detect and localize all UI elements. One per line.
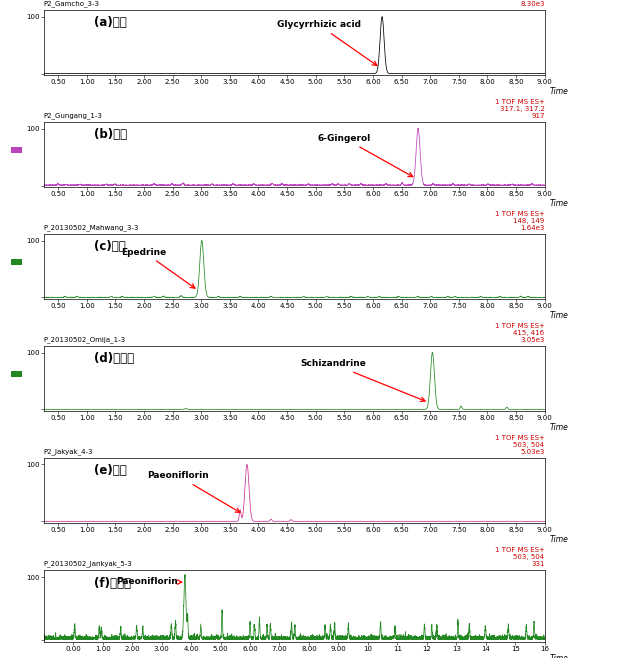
Text: 1 TOF MS ES+
317.1, 317.2
917: 1 TOF MS ES+ 317.1, 317.2 917 (495, 99, 545, 119)
Text: (a)감초: (a)감초 (94, 16, 126, 30)
Text: Schizandrine: Schizandrine (300, 359, 425, 401)
Text: Time: Time (550, 199, 568, 208)
Text: 1 TOF MS ES+
503, 504
5.03e3: 1 TOF MS ES+ 503, 504 5.03e3 (495, 435, 545, 455)
Text: Time: Time (550, 423, 568, 432)
Text: Epedrine: Epedrine (121, 247, 195, 288)
Text: P_20130502_Jankyak_5-3: P_20130502_Jankyak_5-3 (44, 560, 133, 567)
Text: (d)오미자: (d)오미자 (94, 352, 134, 365)
Text: P2_Gungang_1-3: P2_Gungang_1-3 (44, 113, 103, 119)
Bar (11, 370, 23, 377)
Bar (11, 147, 23, 153)
Text: (f)전작약: (f)전작약 (94, 577, 131, 590)
Text: Time: Time (550, 655, 568, 658)
Text: (e)작약: (e)작약 (94, 464, 126, 477)
Text: (c)마황: (c)마황 (94, 240, 126, 253)
Text: 1 TOF MS ES+
823, 824
8.30e3: 1 TOF MS ES+ 823, 824 8.30e3 (495, 0, 545, 7)
Text: Paeoniflorin: Paeoniflorin (116, 578, 182, 586)
Text: Glycyrrhizic acid: Glycyrrhizic acid (277, 20, 377, 66)
Text: P_20130502_Mahwang_3-3: P_20130502_Mahwang_3-3 (44, 224, 139, 231)
Text: P_20130502_Omija_1-3: P_20130502_Omija_1-3 (44, 336, 126, 343)
Text: Time: Time (550, 87, 568, 96)
Text: (b)건강: (b)건강 (94, 128, 127, 141)
Bar (11, 259, 23, 265)
Text: Paeoniflorin: Paeoniflorin (148, 471, 240, 513)
Text: 1 TOF MS ES+
148, 149
1.64e3: 1 TOF MS ES+ 148, 149 1.64e3 (495, 211, 545, 231)
Text: P2_Gamcho_3-3: P2_Gamcho_3-3 (44, 1, 100, 7)
Text: 1 TOF MS ES+
415, 416
3.05e3: 1 TOF MS ES+ 415, 416 3.05e3 (495, 323, 545, 343)
Text: Time: Time (550, 535, 568, 544)
Text: Time: Time (550, 311, 568, 320)
Text: 6-Gingerol: 6-Gingerol (317, 134, 413, 176)
Text: P2_Jakyak_4-3: P2_Jakyak_4-3 (44, 448, 93, 455)
Text: 1 TOF MS ES+
503, 504
331: 1 TOF MS ES+ 503, 504 331 (495, 547, 545, 567)
